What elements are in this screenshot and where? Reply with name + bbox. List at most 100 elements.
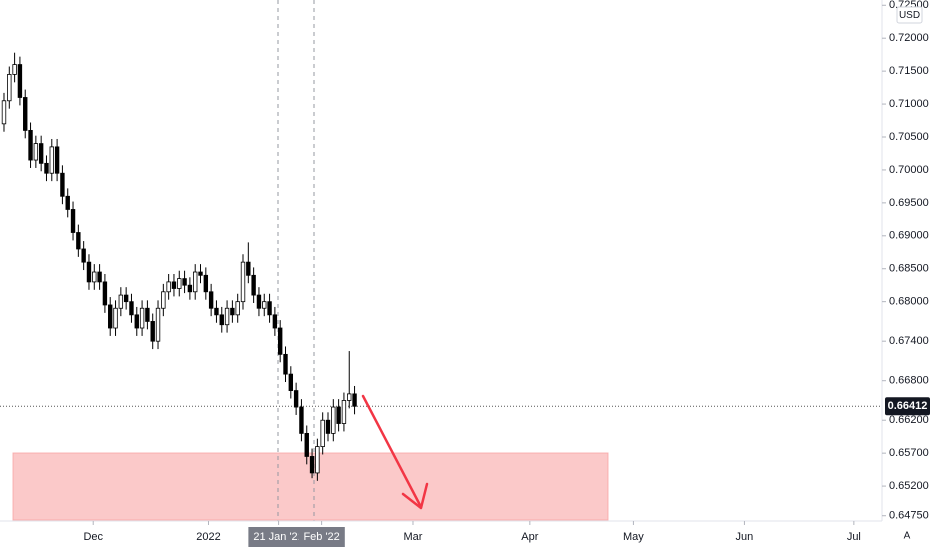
y-tick-label: 0.72000 (889, 32, 929, 44)
candle-body (12, 64, 17, 75)
candle-body (315, 446, 320, 474)
candle-body (1, 100, 7, 125)
candle-body (262, 301, 267, 309)
candle-body (198, 271, 203, 276)
candle-body (49, 146, 54, 174)
candle-body (267, 301, 272, 316)
y-tick-label: 0.68000 (889, 296, 929, 308)
candle-body (251, 274, 256, 296)
currency-badge[interactable] (896, 6, 923, 24)
candle-body (341, 400, 347, 424)
candle-body (203, 274, 209, 293)
candle-body (134, 314, 139, 329)
candle-body (139, 307, 145, 329)
candle-body (113, 307, 118, 329)
candle-body (38, 143, 44, 164)
x-tick-label: Mar (404, 531, 423, 543)
last-price-label: 0.66412 (888, 400, 928, 412)
y-tick-label: 0.68500 (889, 263, 929, 275)
x-tick-label: Dec (83, 531, 103, 543)
candle-body (304, 432, 309, 457)
candle-body (166, 281, 171, 293)
arrow-layer (361, 394, 429, 510)
candle-body (246, 261, 251, 276)
candle-body (299, 406, 304, 434)
currency-label: USD (899, 10, 920, 21)
x-tick-label: 21 Jan '22 (253, 531, 303, 543)
x-tick-highlight (248, 527, 309, 547)
candle-body (54, 146, 60, 174)
arrow-head (401, 482, 429, 510)
candle-body (288, 373, 294, 391)
y-tick-label: 0.69500 (889, 197, 929, 209)
x-tick-label: 2022 (196, 531, 220, 543)
candle-body (352, 393, 357, 407)
y-tick-label: 0.70000 (889, 164, 929, 176)
candle-body (235, 301, 240, 316)
candle-body (86, 261, 92, 283)
candle-body (277, 327, 283, 355)
candle-layer (1, 52, 357, 481)
candle-body (108, 304, 113, 329)
x-tick-label: Jul (847, 531, 861, 543)
last-price-badge (885, 397, 930, 416)
candle-body (193, 271, 198, 293)
y-tick-label: 0.67400 (889, 335, 929, 347)
y-tick-label: 0.72500 (889, 0, 929, 11)
candle-body (331, 406, 336, 434)
candle-body (44, 162, 49, 174)
scale-mode-button[interactable]: A (904, 531, 911, 542)
candle-body (161, 291, 166, 309)
candle-body (118, 294, 124, 309)
candle-body (187, 284, 193, 293)
x-tick-label: Feb '22 (303, 531, 339, 543)
candle-body (97, 271, 102, 283)
x-tick-label: Jun (736, 531, 754, 543)
y-tick-label: 0.64750 (889, 510, 929, 522)
candle-body (60, 172, 65, 197)
y-tick-label: 0.69000 (889, 230, 929, 242)
candle-body (65, 195, 70, 210)
candle-body (123, 294, 129, 303)
x-tick-highlight (298, 527, 345, 547)
candle-body (325, 419, 331, 434)
y-tick-label: 0.70500 (889, 131, 929, 143)
candle-body (177, 278, 182, 289)
candle-body (17, 64, 23, 98)
candle-body (7, 74, 12, 102)
candle-body (150, 321, 155, 342)
candle-body (240, 261, 246, 303)
candle-body (208, 291, 214, 309)
candle-body (230, 307, 235, 316)
candle-body (28, 130, 33, 161)
x-tick-label: Apr (521, 531, 538, 543)
candle-body (155, 307, 161, 342)
candle-body (309, 456, 315, 474)
candle-body (76, 232, 81, 250)
arrow-shaft (361, 394, 423, 509)
x-tick-label: May (623, 531, 644, 543)
candle-body (320, 419, 325, 447)
candle-body (256, 294, 262, 309)
axis-layer: 0.72500 0.72000 0.71500 0.71000 0.70500 0.700… (83, 0, 930, 547)
candle-body (214, 307, 219, 316)
candle-body (347, 393, 352, 401)
candle-body (23, 97, 28, 131)
candle-body (129, 301, 134, 316)
candle-body (81, 248, 86, 263)
candle-body (219, 314, 224, 326)
y-tick-label: 0.65200 (889, 480, 929, 492)
candle-body (336, 406, 341, 424)
candle-body (283, 353, 288, 375)
y-tick-label: 0.66800 (889, 375, 929, 387)
candle-body (92, 271, 97, 283)
candle-body (102, 281, 108, 306)
candle-body (182, 278, 187, 286)
candle-body (293, 390, 299, 408)
candle-body (171, 281, 177, 289)
candle-body (145, 307, 150, 322)
candle-body (33, 143, 39, 161)
candle-body (70, 209, 76, 233)
y-tick-label: 0.71000 (889, 98, 929, 110)
